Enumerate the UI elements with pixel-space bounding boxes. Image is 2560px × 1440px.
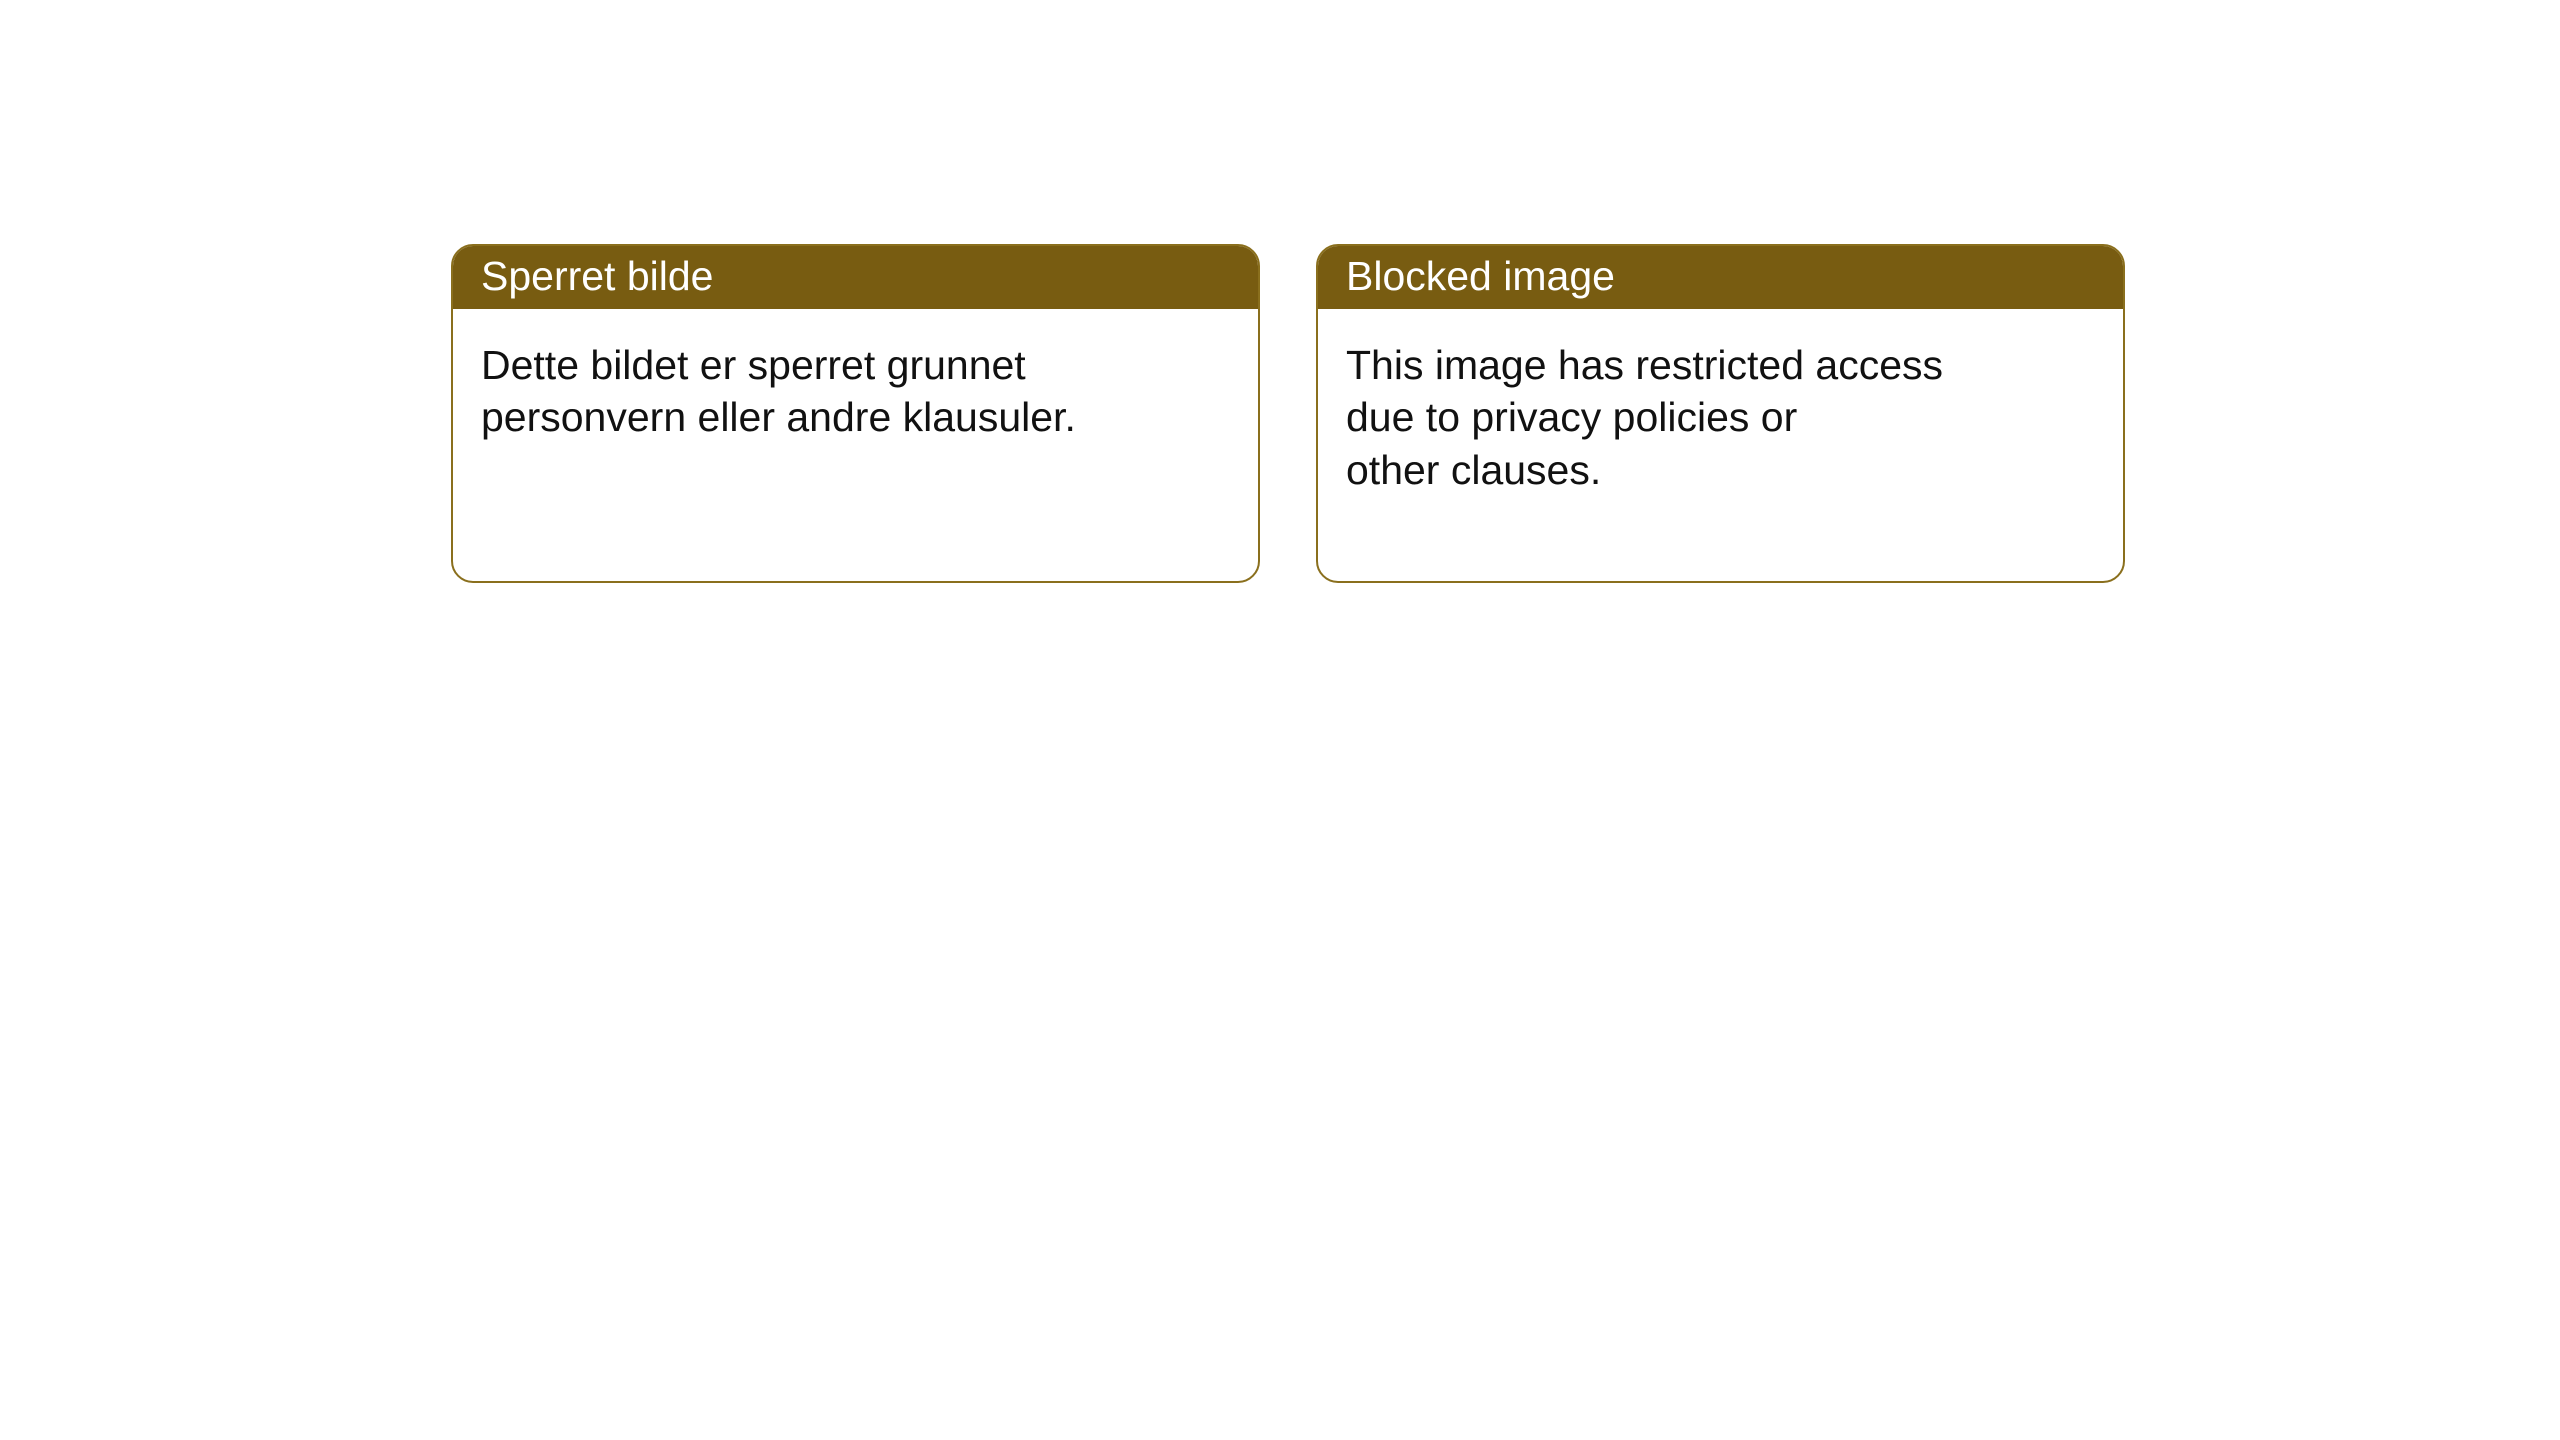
notice-card-body: This image has restricted access due to … (1318, 309, 2123, 496)
notice-card-en: Blocked image This image has restricted … (1316, 244, 2125, 583)
notice-card-body: Dette bildet er sperret grunnet personve… (453, 309, 1258, 444)
notice-cards-row: Sperret bilde Dette bildet er sperret gr… (0, 0, 2560, 583)
notice-card-title: Sperret bilde (453, 246, 1258, 309)
notice-card-no: Sperret bilde Dette bildet er sperret gr… (451, 244, 1260, 583)
notice-card-title: Blocked image (1318, 246, 2123, 309)
